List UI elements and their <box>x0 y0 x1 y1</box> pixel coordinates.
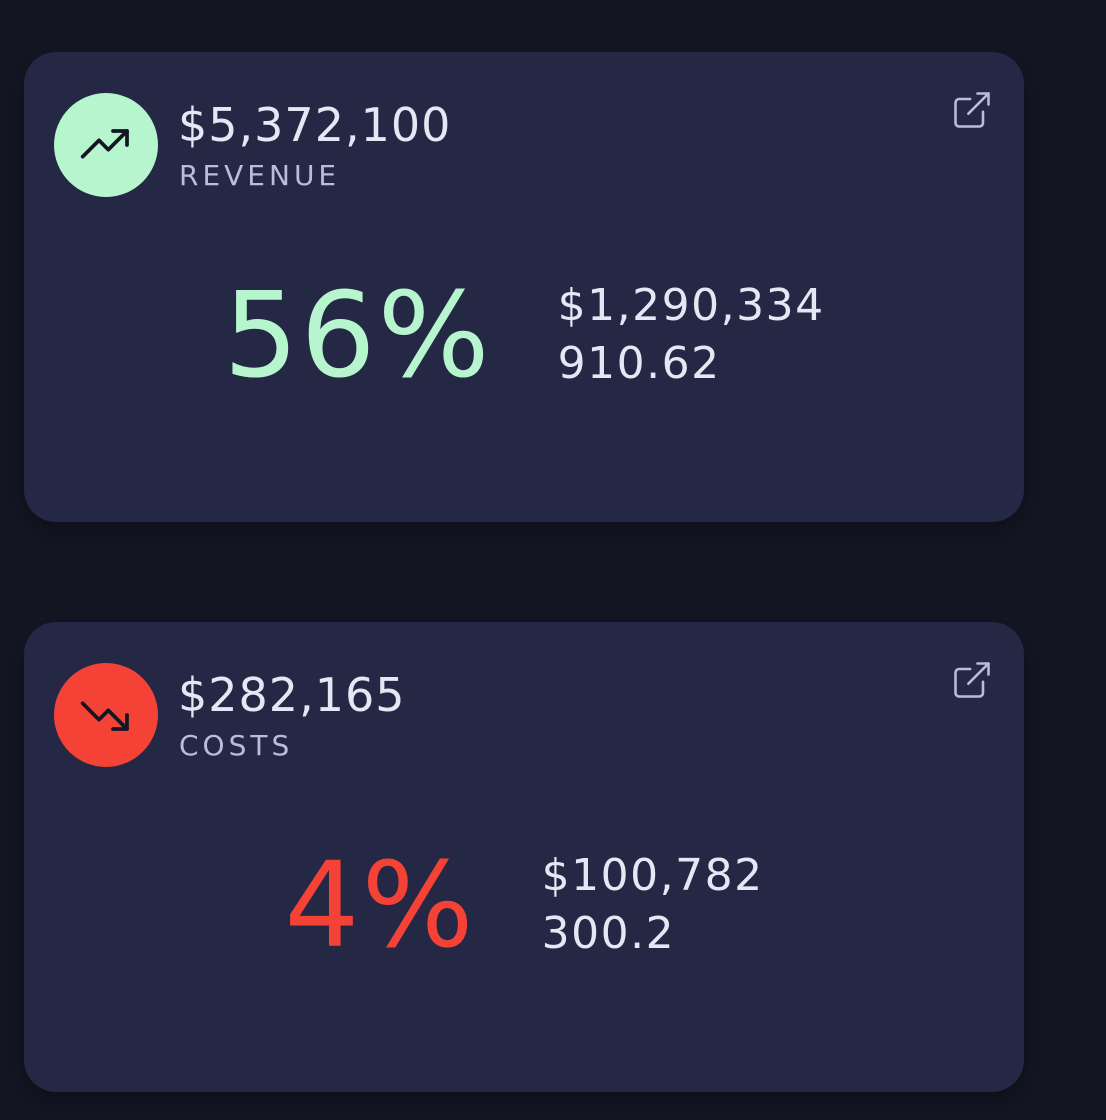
revenue-detail-value: $1,290,334 <box>557 280 825 331</box>
costs-open-button[interactable] <box>950 658 994 702</box>
revenue-metrics: 56% $1,290,334 910.62 <box>24 272 1024 398</box>
revenue-details: $1,290,334 910.62 <box>558 277 825 393</box>
trending-down-icon <box>80 701 129 731</box>
revenue-open-button[interactable] <box>950 88 994 132</box>
costs-detail-secondary: 300.2 <box>541 908 676 959</box>
costs-label: COSTS <box>179 729 294 762</box>
costs-detail-value: $100,782 <box>541 850 764 901</box>
costs-card: $282,165 COSTS 4% $100,782 300.2 <box>24 622 1024 1092</box>
revenue-badge <box>54 93 158 197</box>
costs-metrics: 4% $100,782 300.2 <box>24 842 1024 968</box>
external-link-icon <box>954 92 990 128</box>
revenue-card: $5,372,100 REVENUE 56% $1,290,334 910.62 <box>24 52 1024 522</box>
costs-amount: $282,165 <box>178 668 406 722</box>
costs-percent: 4% <box>284 836 476 974</box>
revenue-amount: $5,372,100 <box>178 98 452 152</box>
revenue-percent: 56% <box>223 266 492 404</box>
revenue-label: REVENUE <box>179 159 341 192</box>
external-link-icon <box>954 662 990 698</box>
trending-up-icon <box>80 129 129 159</box>
costs-badge <box>54 663 158 767</box>
costs-details: $100,782 300.2 <box>542 847 764 963</box>
revenue-detail-secondary: 910.62 <box>557 338 721 389</box>
